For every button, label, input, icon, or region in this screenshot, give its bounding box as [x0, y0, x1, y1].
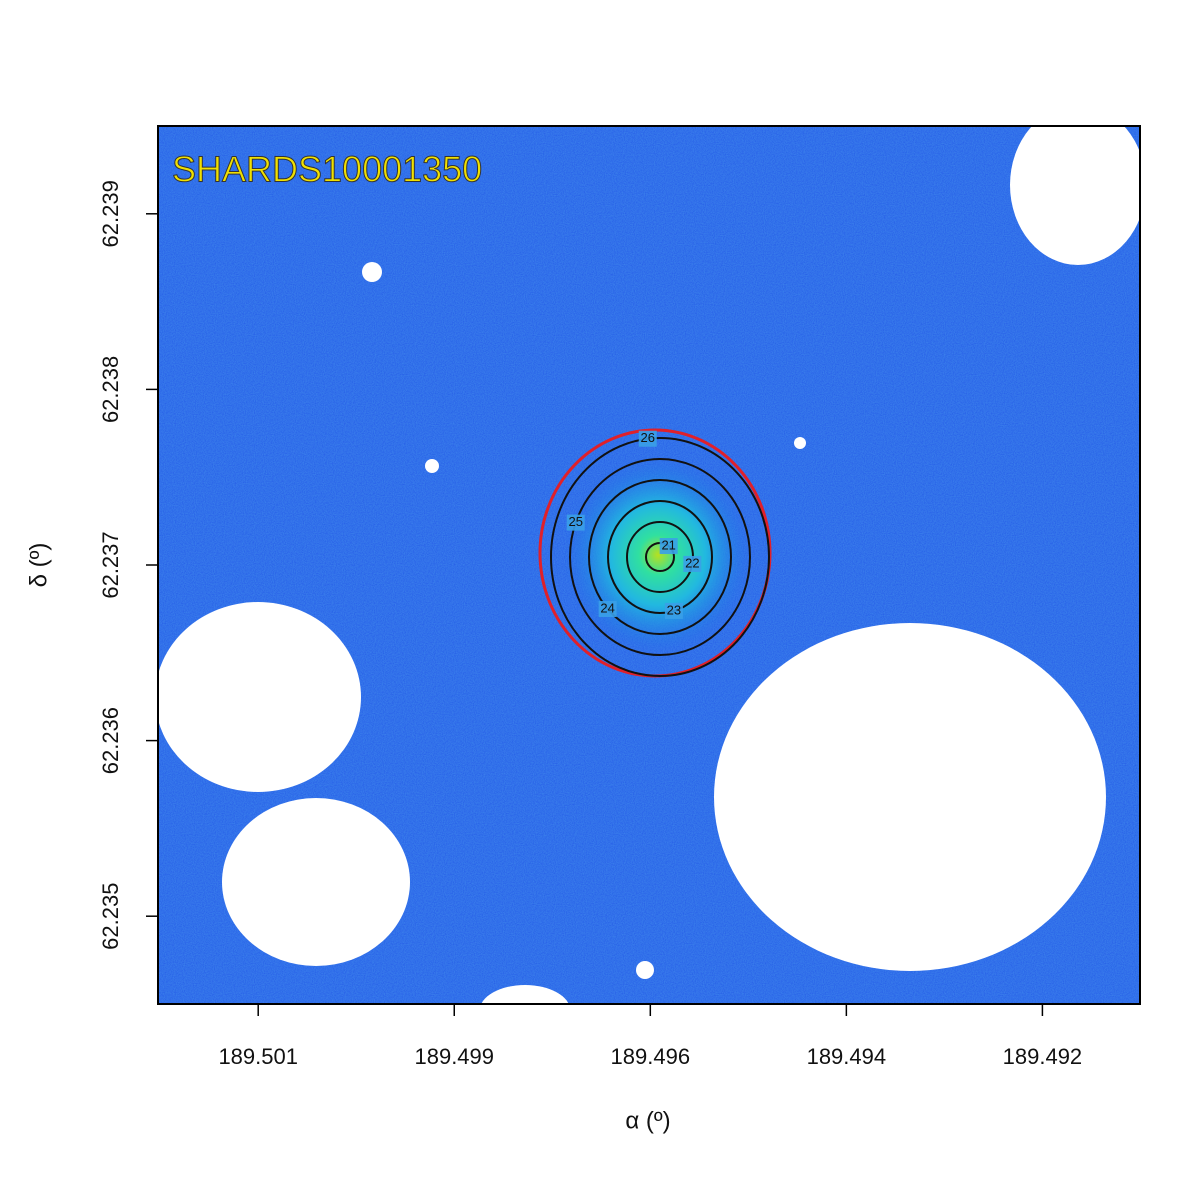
- contour-label-bg: [566, 514, 585, 531]
- contour-label-bg: [598, 601, 617, 618]
- contour: [569, 458, 751, 656]
- contour: [550, 437, 770, 677]
- x-tick-label: 189.501: [218, 1044, 298, 1069]
- masks: [158, 126, 1140, 1004]
- x-axis-label: α (º): [625, 1107, 670, 1134]
- contour-label: 22: [685, 555, 699, 570]
- contour-label: 26: [641, 430, 655, 445]
- contour: [607, 500, 713, 614]
- chart-title: SHARDS10001350: [172, 149, 482, 190]
- contour-label-bg: [659, 538, 678, 555]
- y-tick-label: 62.239: [98, 180, 123, 247]
- y-tick-label: 62.237: [98, 531, 123, 598]
- y-tick-label: 62.235: [98, 883, 123, 950]
- x-tick-label: 189.499: [414, 1044, 494, 1069]
- contour-label: 21: [661, 537, 675, 552]
- contour-label-bg: [683, 555, 702, 572]
- contour-label: 23: [667, 602, 681, 617]
- mask: [1010, 126, 1140, 265]
- contour-label: 25: [568, 514, 582, 529]
- mask: [158, 602, 361, 792]
- mask: [222, 798, 410, 966]
- y-tick-label: 62.236: [98, 707, 123, 774]
- mask: [481, 985, 569, 1004]
- contours: 21 22 23 24 25 26: [550, 430, 770, 677]
- x-tick-label: 189.492: [1003, 1044, 1083, 1069]
- contour-label-bg: [664, 602, 683, 619]
- y-axis-label: δ (º): [25, 543, 52, 588]
- mask: [362, 262, 382, 282]
- contour-label-bg: [638, 430, 657, 447]
- mask: [794, 437, 806, 449]
- x-tick-label: 189.494: [807, 1044, 887, 1069]
- image: 21 22 23 24 25 26: [158, 126, 1140, 1004]
- y-tick-label: 62.238: [98, 356, 123, 423]
- x-tick-label: 189.496: [611, 1044, 691, 1069]
- mask: [636, 961, 654, 979]
- contour-label: 24: [600, 600, 614, 615]
- contour: [588, 479, 732, 635]
- mask: [714, 623, 1106, 971]
- mask: [425, 459, 439, 473]
